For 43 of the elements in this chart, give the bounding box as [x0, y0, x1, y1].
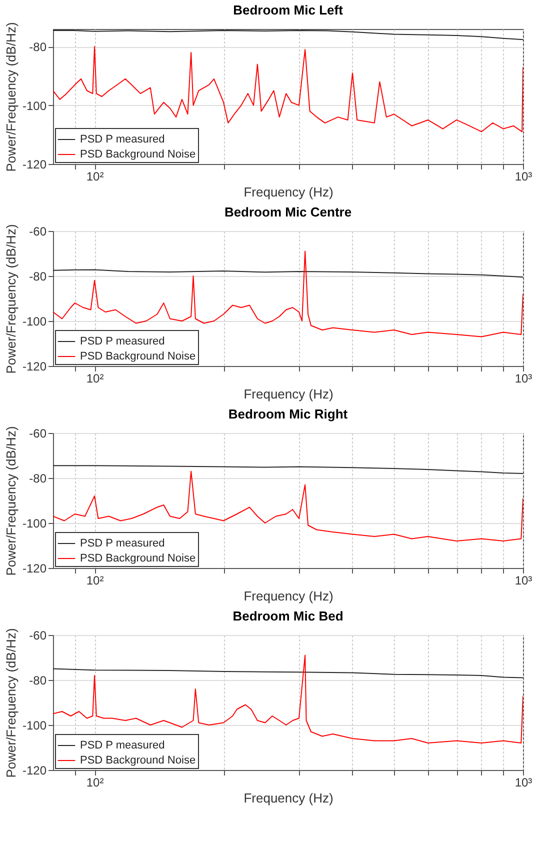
legend-label: PSD Background Noise: [80, 552, 196, 564]
y-tick-label: -100: [22, 516, 47, 530]
chart-title: Bedroom Mic Centre: [224, 204, 352, 220]
x-tick-label: 10³: [514, 170, 532, 184]
legend-label: PSD P measured: [80, 538, 165, 550]
y-tick-label: -60: [29, 224, 47, 238]
y-axis-title: Power/Frequency (dB/Hz): [3, 224, 18, 374]
legend-label: PSD P measured: [80, 336, 165, 348]
y-tick-label: -100: [22, 718, 47, 732]
legend-label: PSD P measured: [80, 740, 165, 752]
y-tick-label: -100: [22, 98, 47, 113]
y-tick-label: -80: [29, 472, 47, 486]
x-axis-title: Frequency (Hz): [244, 790, 334, 806]
y-axis-title: Power/Frequency (dB/Hz): [3, 22, 18, 172]
chart-title: Bedroom Mic Left: [233, 2, 344, 18]
x-tick-label: 10²: [86, 776, 104, 790]
x-tick-label: 10³: [514, 574, 532, 588]
y-tick-label: -100: [22, 314, 47, 328]
legend-label: PSD P measured: [80, 134, 165, 146]
y-tick-label: -60: [29, 628, 47, 642]
x-tick-label: 10³: [514, 372, 532, 386]
x-axis-title: Frequency (Hz): [244, 184, 334, 200]
y-tick-label: -80: [29, 270, 47, 284]
x-tick-label: 10²: [86, 170, 104, 184]
x-tick-label: 10²: [86, 574, 104, 588]
y-tick-label: -80: [29, 674, 47, 688]
legend-label: PSD Background Noise: [80, 350, 196, 362]
y-tick-label: -120: [22, 158, 47, 172]
chart-title: Bedroom Mic Bed: [232, 608, 344, 624]
y-tick-label: -60: [29, 426, 47, 440]
chart-title: Bedroom Mic Right: [228, 406, 348, 422]
x-axis-title: Frequency (Hz): [244, 588, 334, 604]
x-tick-label: 10²: [86, 372, 104, 386]
legend-label: PSD Background Noise: [80, 754, 196, 766]
y-tick-label: -80: [29, 40, 47, 54]
y-tick-label: -120: [22, 764, 47, 778]
y-axis-title: Power/Frequency (dB/Hz): [3, 426, 18, 576]
x-tick-label: 10³: [514, 776, 532, 790]
legend-label: PSD Background Noise: [80, 148, 196, 160]
y-tick-label: -120: [22, 360, 47, 374]
y-tick-label: -120: [22, 562, 47, 576]
y-axis-title: Power/Frequency (dB/Hz): [3, 628, 18, 778]
x-axis-title: Frequency (Hz): [244, 386, 334, 402]
